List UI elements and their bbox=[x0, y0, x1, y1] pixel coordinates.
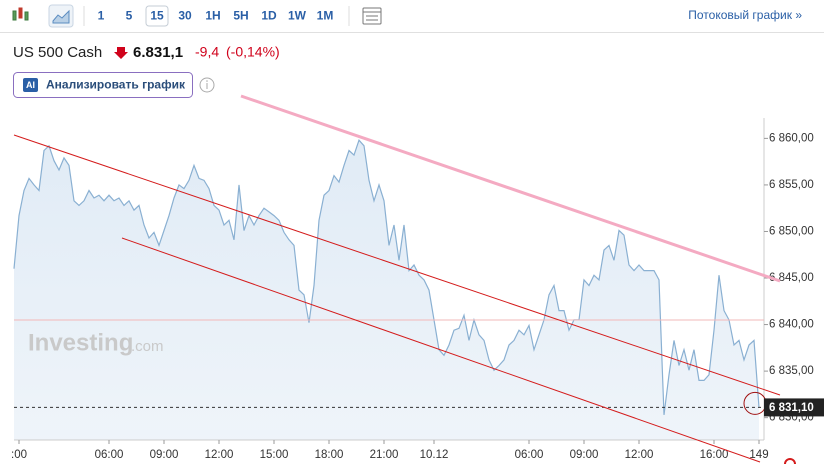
interval-button[interactable]: 15 bbox=[150, 9, 164, 23]
y-tick-label: 6 850,00 bbox=[769, 226, 814, 238]
y-tick-label: 6 835,00 bbox=[769, 365, 814, 377]
x-tick-label: :00 bbox=[11, 449, 27, 461]
toolbar bbox=[0, 0, 824, 32]
interval-button[interactable]: 5H bbox=[233, 9, 248, 23]
x-tick-label: 09:00 bbox=[570, 449, 599, 461]
area-fill bbox=[14, 140, 759, 440]
x-tick-label: 18:00 bbox=[315, 449, 344, 461]
x-tick-label: 06:00 bbox=[515, 449, 544, 461]
analyze-label: Анализировать график bbox=[46, 78, 186, 92]
quote-change-pct: (-0,14%) bbox=[226, 44, 280, 60]
interval-button[interactable]: 1D bbox=[261, 9, 277, 23]
watermark-domain: .com bbox=[131, 338, 164, 355]
x-tick-label: 12:00 bbox=[205, 449, 234, 461]
last-price-box bbox=[764, 398, 824, 417]
interval-button[interactable]: 30 bbox=[178, 9, 192, 23]
x-tick-label: 10.12 bbox=[420, 449, 449, 461]
x-tick-label: 09:00 bbox=[150, 449, 179, 461]
interval-button[interactable]: 1M bbox=[317, 9, 334, 23]
x-tick-label: 16:00 bbox=[700, 449, 729, 461]
y-tick-label: 6 860,00 bbox=[769, 132, 814, 144]
interval-button[interactable]: 5 bbox=[126, 9, 133, 23]
x-tick-label: 15:00 bbox=[260, 449, 289, 461]
quote-price: 6.831,1 bbox=[133, 44, 183, 61]
quote-change: -9,4 bbox=[195, 44, 219, 60]
y-tick-label: 6 855,00 bbox=[769, 179, 814, 191]
interval-button[interactable]: 1 bbox=[98, 9, 105, 23]
last-price-label: 6 831,10 bbox=[769, 402, 814, 414]
x-tick-label: 149 bbox=[749, 449, 768, 461]
interval-button[interactable]: 1W bbox=[288, 9, 307, 23]
y-tick-label: 6 840,00 bbox=[769, 319, 814, 331]
stream-link[interactable]: Потоковый график » bbox=[688, 8, 802, 22]
x-tick-label: 06:00 bbox=[95, 449, 124, 461]
x-tick-label: 12:00 bbox=[625, 449, 654, 461]
drawing-handle[interactable] bbox=[784, 458, 796, 464]
quote-name: US 500 Cash bbox=[13, 44, 102, 61]
trend-line[interactable] bbox=[240, 94, 781, 283]
candle-icon[interactable] bbox=[12, 7, 29, 21]
active-interval-box bbox=[145, 5, 169, 27]
down-arrow bbox=[114, 47, 128, 59]
info-icon[interactable] bbox=[199, 77, 215, 93]
analyze-button[interactable]: AI Анализировать график bbox=[13, 72, 193, 98]
y-tick-label: 6 845,00 bbox=[769, 272, 814, 284]
area-icon[interactable] bbox=[48, 4, 74, 28]
trend-line[interactable] bbox=[121, 237, 761, 463]
ai-icon: AI bbox=[26, 80, 35, 90]
interval-button[interactable]: 1H bbox=[205, 9, 220, 23]
price-line bbox=[13, 139, 760, 415]
x-tick-label: 21:00 bbox=[370, 449, 399, 461]
table-icon[interactable] bbox=[362, 7, 382, 25]
trend-line[interactable] bbox=[13, 134, 781, 396]
watermark-brand: Investing bbox=[28, 329, 133, 356]
